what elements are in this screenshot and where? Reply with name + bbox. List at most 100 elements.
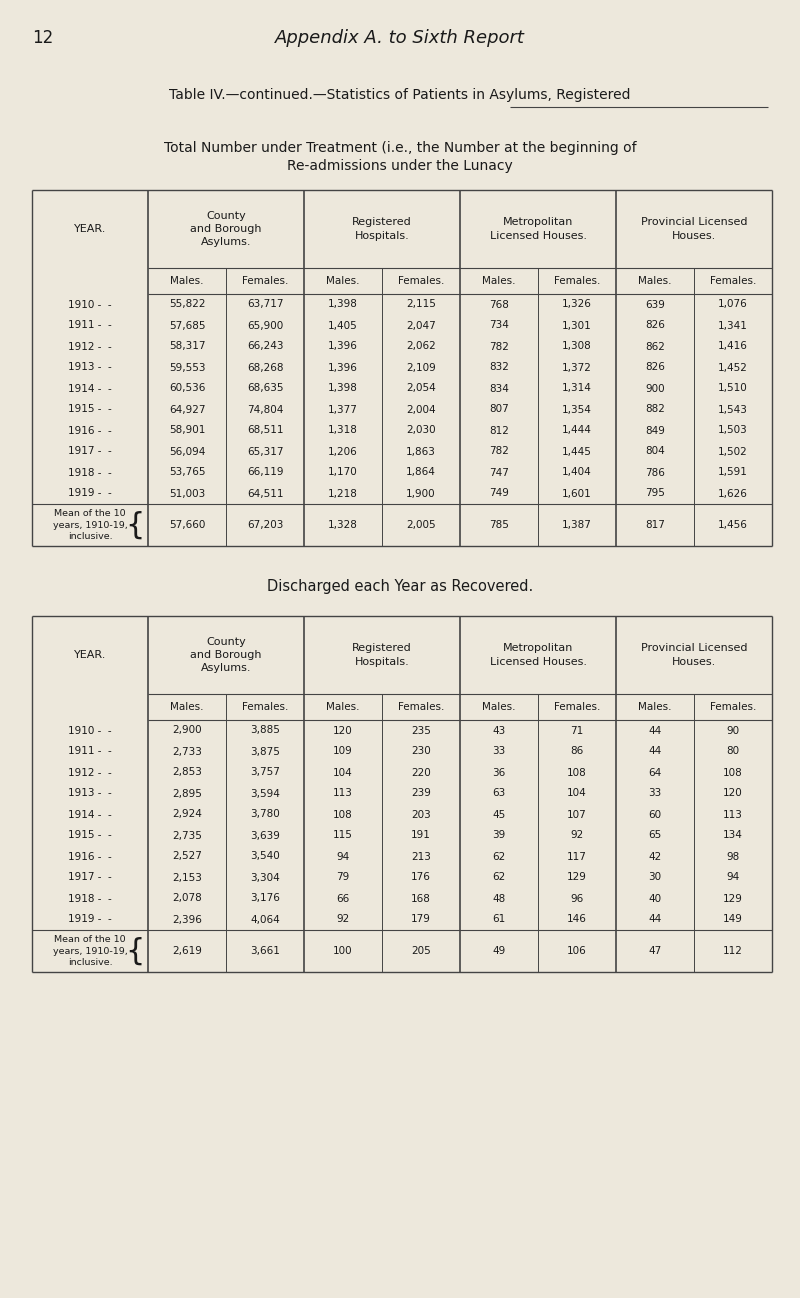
Text: 734: 734 (489, 321, 509, 331)
Text: 62: 62 (492, 851, 506, 862)
Text: 63: 63 (492, 788, 506, 798)
Text: 94: 94 (336, 851, 350, 862)
Text: 849: 849 (645, 426, 665, 436)
Text: 92: 92 (570, 831, 584, 841)
Text: 749: 749 (489, 488, 509, 498)
Text: 168: 168 (411, 893, 431, 903)
Text: 826: 826 (645, 321, 665, 331)
Text: 1,398: 1,398 (328, 300, 358, 309)
Text: 1,326: 1,326 (562, 300, 592, 309)
Text: 4,064: 4,064 (250, 915, 280, 924)
Text: 64,511: 64,511 (246, 488, 283, 498)
Text: 191: 191 (411, 831, 431, 841)
Text: 639: 639 (645, 300, 665, 309)
Text: 56,094: 56,094 (169, 447, 205, 457)
Text: Total Number under Treatment (i.e., the Number at the beginning of: Total Number under Treatment (i.e., the … (164, 141, 636, 154)
Text: 826: 826 (645, 362, 665, 373)
Text: 30: 30 (649, 872, 662, 883)
Text: 1,314: 1,314 (562, 383, 592, 393)
Text: 55,822: 55,822 (169, 300, 206, 309)
Text: 3,176: 3,176 (250, 893, 280, 903)
Text: 2,619: 2,619 (172, 946, 202, 957)
Text: Females.: Females. (554, 276, 600, 286)
Text: 66,119: 66,119 (246, 467, 283, 478)
Text: 3,540: 3,540 (250, 851, 280, 862)
Text: 2,900: 2,900 (172, 726, 202, 736)
Text: Re-admissions under the Lunacy: Re-admissions under the Lunacy (287, 158, 513, 173)
Text: 235: 235 (411, 726, 431, 736)
Text: Table IV.—continued.—Statistics of Patients in Asylums, Registered: Table IV.—continued.—Statistics of Patie… (170, 88, 630, 103)
Text: 1910 -  -: 1910 - - (68, 300, 112, 309)
Text: Females.: Females. (398, 276, 444, 286)
Text: 1,328: 1,328 (328, 520, 358, 530)
Text: Metropolitan
Licensed Houses.: Metropolitan Licensed Houses. (490, 644, 586, 667)
Text: 786: 786 (645, 467, 665, 478)
Text: 1,864: 1,864 (406, 467, 436, 478)
Text: 80: 80 (726, 746, 739, 757)
Text: 862: 862 (645, 341, 665, 352)
Text: 134: 134 (723, 831, 743, 841)
Text: 3,639: 3,639 (250, 831, 280, 841)
Text: 79: 79 (336, 872, 350, 883)
Text: Mean of the 10
years, 1910-19,
inclusive.: Mean of the 10 years, 1910-19, inclusive… (53, 935, 127, 967)
Text: 92: 92 (336, 915, 350, 924)
Text: 71: 71 (570, 726, 584, 736)
Text: Males.: Males. (170, 702, 204, 713)
Text: Registered
Hospitals.: Registered Hospitals. (352, 644, 412, 667)
Text: 64: 64 (648, 767, 662, 778)
Text: 3,757: 3,757 (250, 767, 280, 778)
Text: 2,853: 2,853 (172, 767, 202, 778)
Text: 900: 900 (645, 383, 665, 393)
Text: 58,901: 58,901 (169, 426, 205, 436)
Text: 59,553: 59,553 (169, 362, 206, 373)
Text: 3,304: 3,304 (250, 872, 280, 883)
Text: 64,927: 64,927 (169, 405, 206, 414)
Text: 1,318: 1,318 (328, 426, 358, 436)
Text: 812: 812 (489, 426, 509, 436)
Text: 2,054: 2,054 (406, 383, 436, 393)
Text: Females.: Females. (242, 276, 288, 286)
Text: 176: 176 (411, 872, 431, 883)
Text: 113: 113 (723, 810, 743, 819)
Text: {: { (126, 936, 145, 966)
Text: 230: 230 (411, 746, 431, 757)
Text: 1911 -  -: 1911 - - (68, 321, 112, 331)
Text: 1916 -  -: 1916 - - (68, 426, 112, 436)
Text: 2,396: 2,396 (172, 915, 202, 924)
Text: 2,062: 2,062 (406, 341, 436, 352)
Text: 795: 795 (645, 488, 665, 498)
Text: 1,543: 1,543 (718, 405, 748, 414)
Text: 146: 146 (567, 915, 587, 924)
Text: 2,005: 2,005 (406, 520, 436, 530)
Text: 1,218: 1,218 (328, 488, 358, 498)
Text: {: { (126, 510, 145, 540)
Text: 1,445: 1,445 (562, 447, 592, 457)
Text: 220: 220 (411, 767, 431, 778)
Text: 2,924: 2,924 (172, 810, 202, 819)
Text: 1913 -  -: 1913 - - (68, 788, 112, 798)
Text: 1,416: 1,416 (718, 341, 748, 352)
Text: 104: 104 (567, 788, 587, 798)
Text: 2,078: 2,078 (172, 893, 202, 903)
Text: Provincial Licensed
Houses.: Provincial Licensed Houses. (641, 644, 747, 667)
Text: 36: 36 (492, 767, 506, 778)
Text: 108: 108 (567, 767, 587, 778)
Text: 12: 12 (32, 29, 54, 47)
Text: 1915 -  -: 1915 - - (68, 405, 112, 414)
Text: 1916 -  -: 1916 - - (68, 851, 112, 862)
Text: 239: 239 (411, 788, 431, 798)
Text: 1919 -  -: 1919 - - (68, 915, 112, 924)
Text: 129: 129 (567, 872, 587, 883)
Text: 1,308: 1,308 (562, 341, 592, 352)
Text: 1,405: 1,405 (328, 321, 358, 331)
Text: 1,502: 1,502 (718, 447, 748, 457)
Text: 785: 785 (489, 520, 509, 530)
Text: Females.: Females. (710, 276, 756, 286)
Text: 1918 -  -: 1918 - - (68, 467, 112, 478)
Text: Metropolitan
Licensed Houses.: Metropolitan Licensed Houses. (490, 217, 586, 240)
Text: 106: 106 (567, 946, 587, 957)
Text: 43: 43 (492, 726, 506, 736)
Text: 65,317: 65,317 (246, 447, 283, 457)
Text: 1,452: 1,452 (718, 362, 748, 373)
Text: 42: 42 (648, 851, 662, 862)
